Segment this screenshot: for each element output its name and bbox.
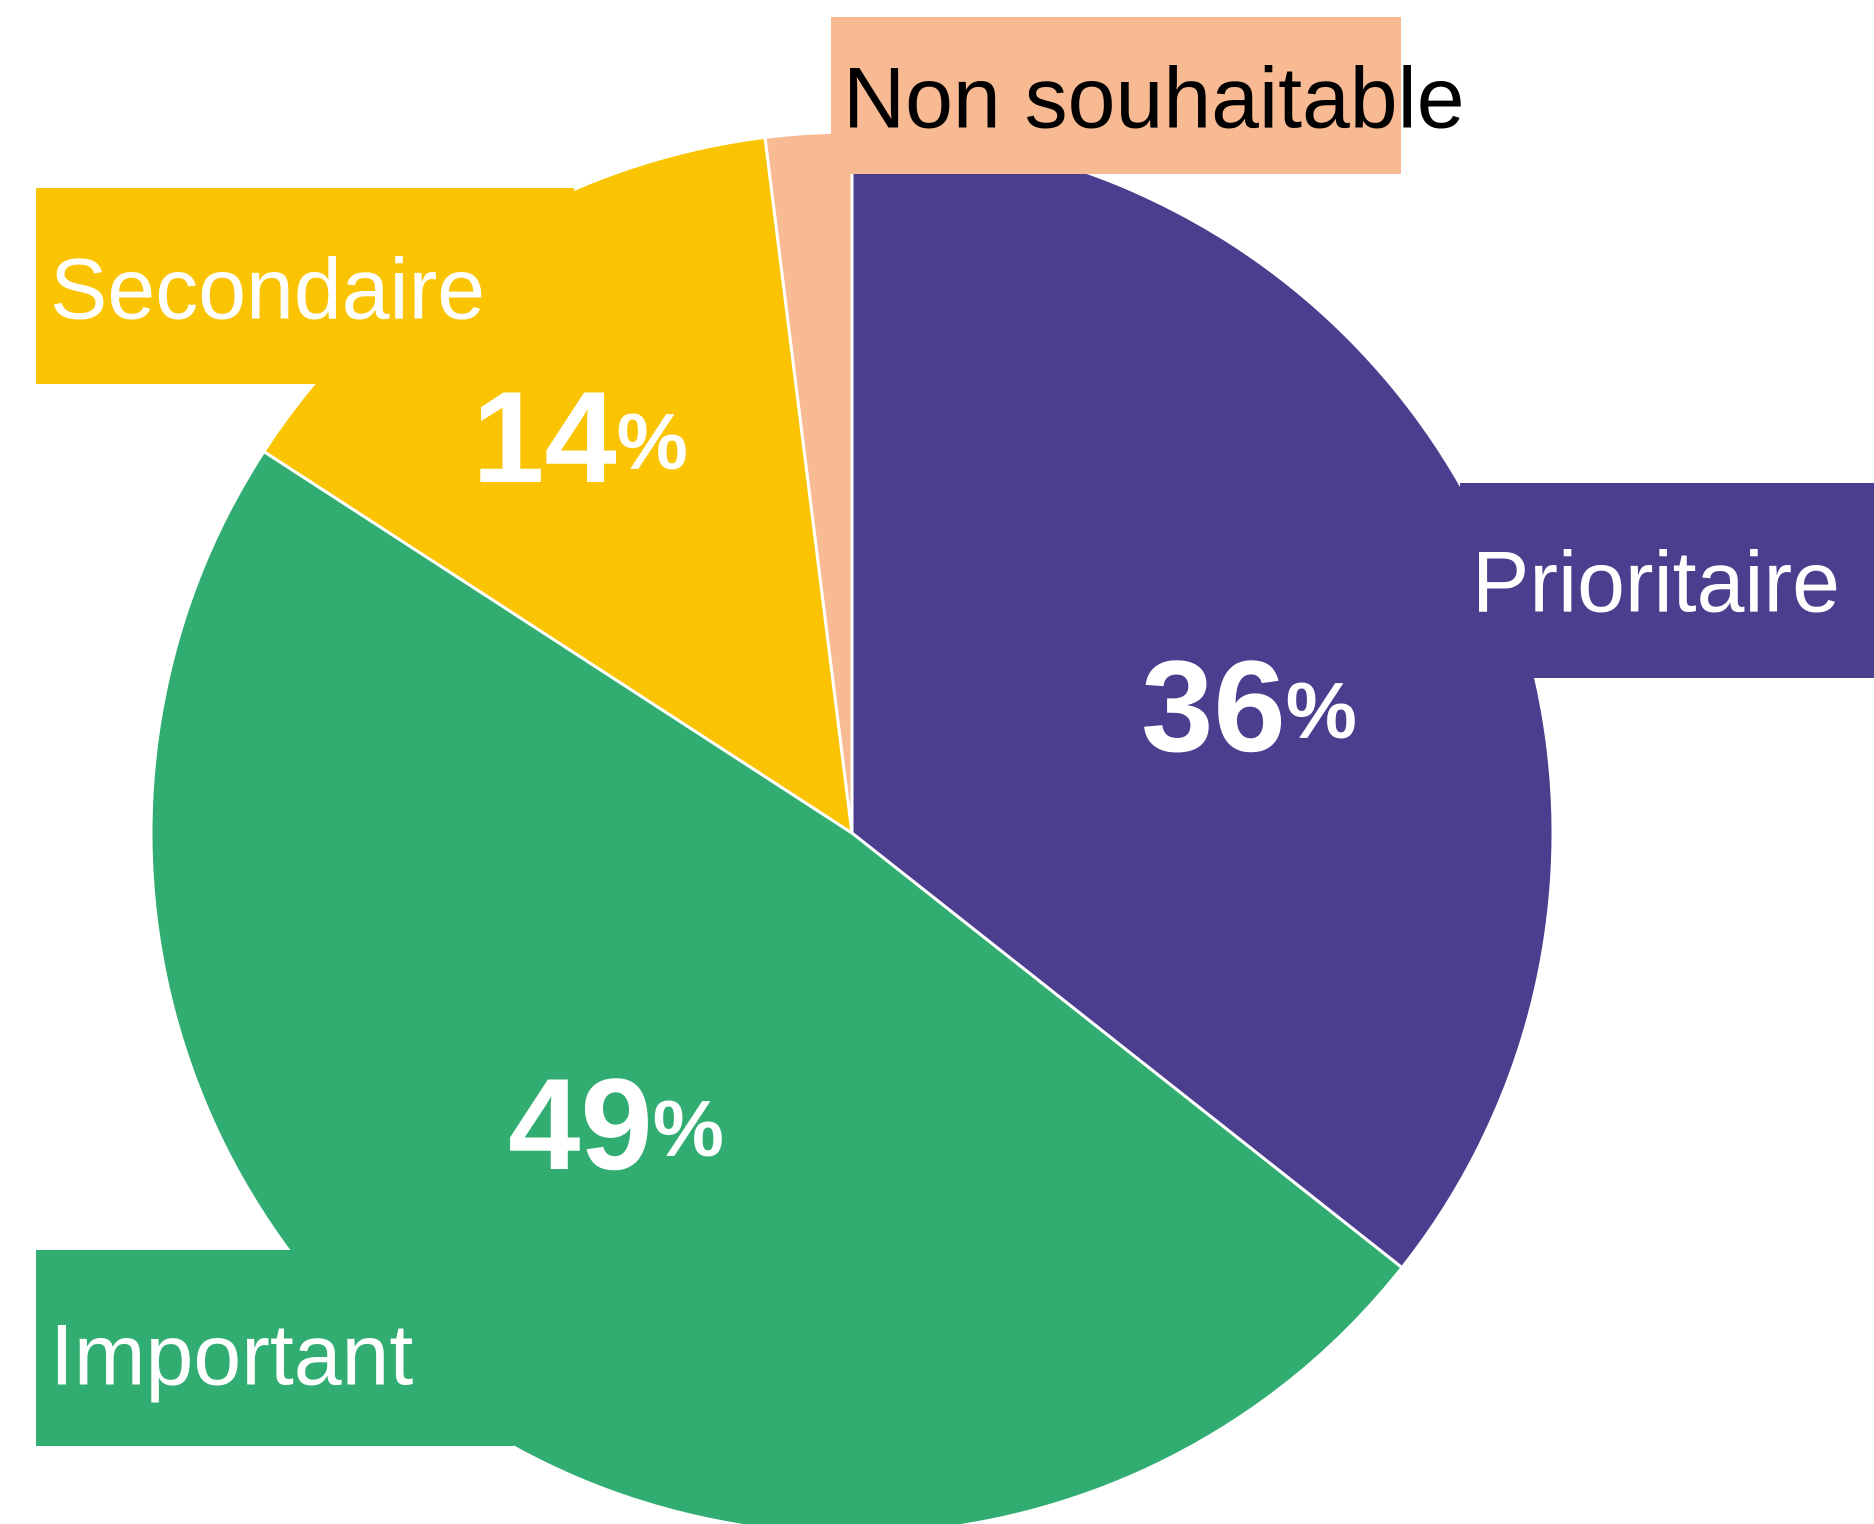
value-label: 49%	[508, 1051, 724, 1197]
label-box	[1460, 483, 1874, 678]
category-label: Prioritaire	[1472, 535, 1840, 631]
category-label: Non souhaitable	[843, 51, 1465, 147]
value-label: 14%	[472, 364, 688, 510]
category-label: Important	[50, 1308, 413, 1404]
label-box	[831, 17, 1401, 174]
label-box	[36, 188, 574, 384]
label-box	[36, 1250, 514, 1446]
value-label: 36%	[1141, 633, 1357, 779]
category-label: Secondaire	[50, 242, 485, 338]
